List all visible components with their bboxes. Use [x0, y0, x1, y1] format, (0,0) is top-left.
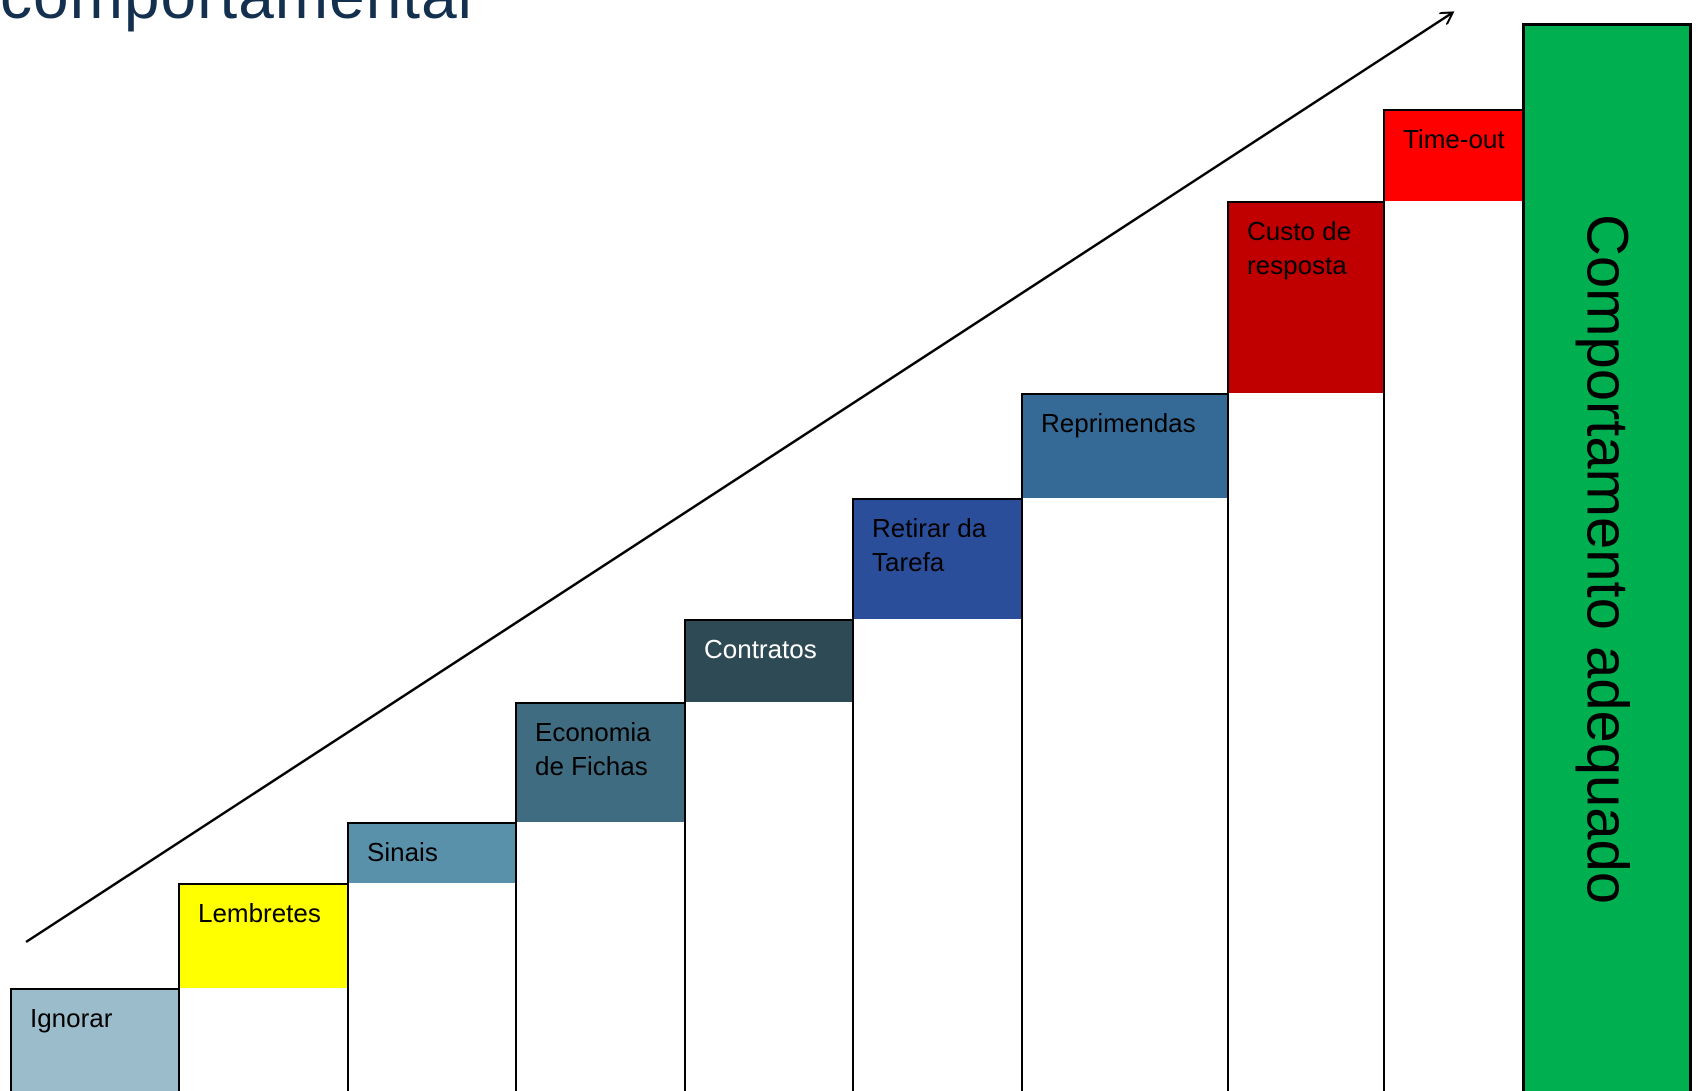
step-lembretes-box: Lembretes	[178, 883, 348, 988]
step-reprimendas-box: Reprimendas	[1021, 393, 1229, 498]
step-label: Retirar da Tarefa	[872, 513, 987, 577]
step-lembretes: Lembretes	[178, 883, 348, 1091]
step-reprimendas: Reprimendas	[1021, 393, 1229, 1091]
step-time-out: Time-out	[1383, 109, 1524, 1091]
goal-box: Comportamento adequado	[1522, 23, 1692, 1091]
step-sinais: Sinais	[347, 822, 517, 1091]
step-retirar-da-tarefa: Retirar da Tarefa	[852, 498, 1022, 1091]
step-label: Sinais	[367, 837, 438, 867]
step-label: Contratos	[704, 634, 817, 664]
step-contratos-box: Contratos	[684, 619, 854, 702]
step-label: Ignorar	[30, 1003, 113, 1033]
step-economia-de-fichas: Economia de Fichas	[515, 702, 685, 1091]
step-time-out-box: Time-out	[1383, 109, 1524, 201]
step-ignorar: Ignorar	[10, 988, 180, 1091]
page-title: comportamental	[0, 0, 473, 35]
step-label: Economia de Fichas	[535, 717, 651, 781]
step-label: Reprimendas	[1041, 408, 1196, 438]
progression-arrow	[25, 13, 1452, 944]
step-label: Time-out	[1403, 124, 1505, 154]
step-sinais-box: Sinais	[347, 822, 517, 883]
step-contratos: Contratos	[684, 619, 854, 1091]
step-economia-de-fichas-box: Economia de Fichas	[515, 702, 685, 822]
step-label: Custo de resposta	[1247, 216, 1352, 280]
step-custo-de-resposta: Custo de resposta	[1227, 201, 1385, 1091]
step-custo-de-resposta-box: Custo de resposta	[1227, 201, 1385, 393]
step-ignorar-box: Ignorar	[10, 988, 180, 1091]
step-label: Lembretes	[198, 898, 321, 928]
step-retirar-da-tarefa-box: Retirar da Tarefa	[852, 498, 1022, 619]
